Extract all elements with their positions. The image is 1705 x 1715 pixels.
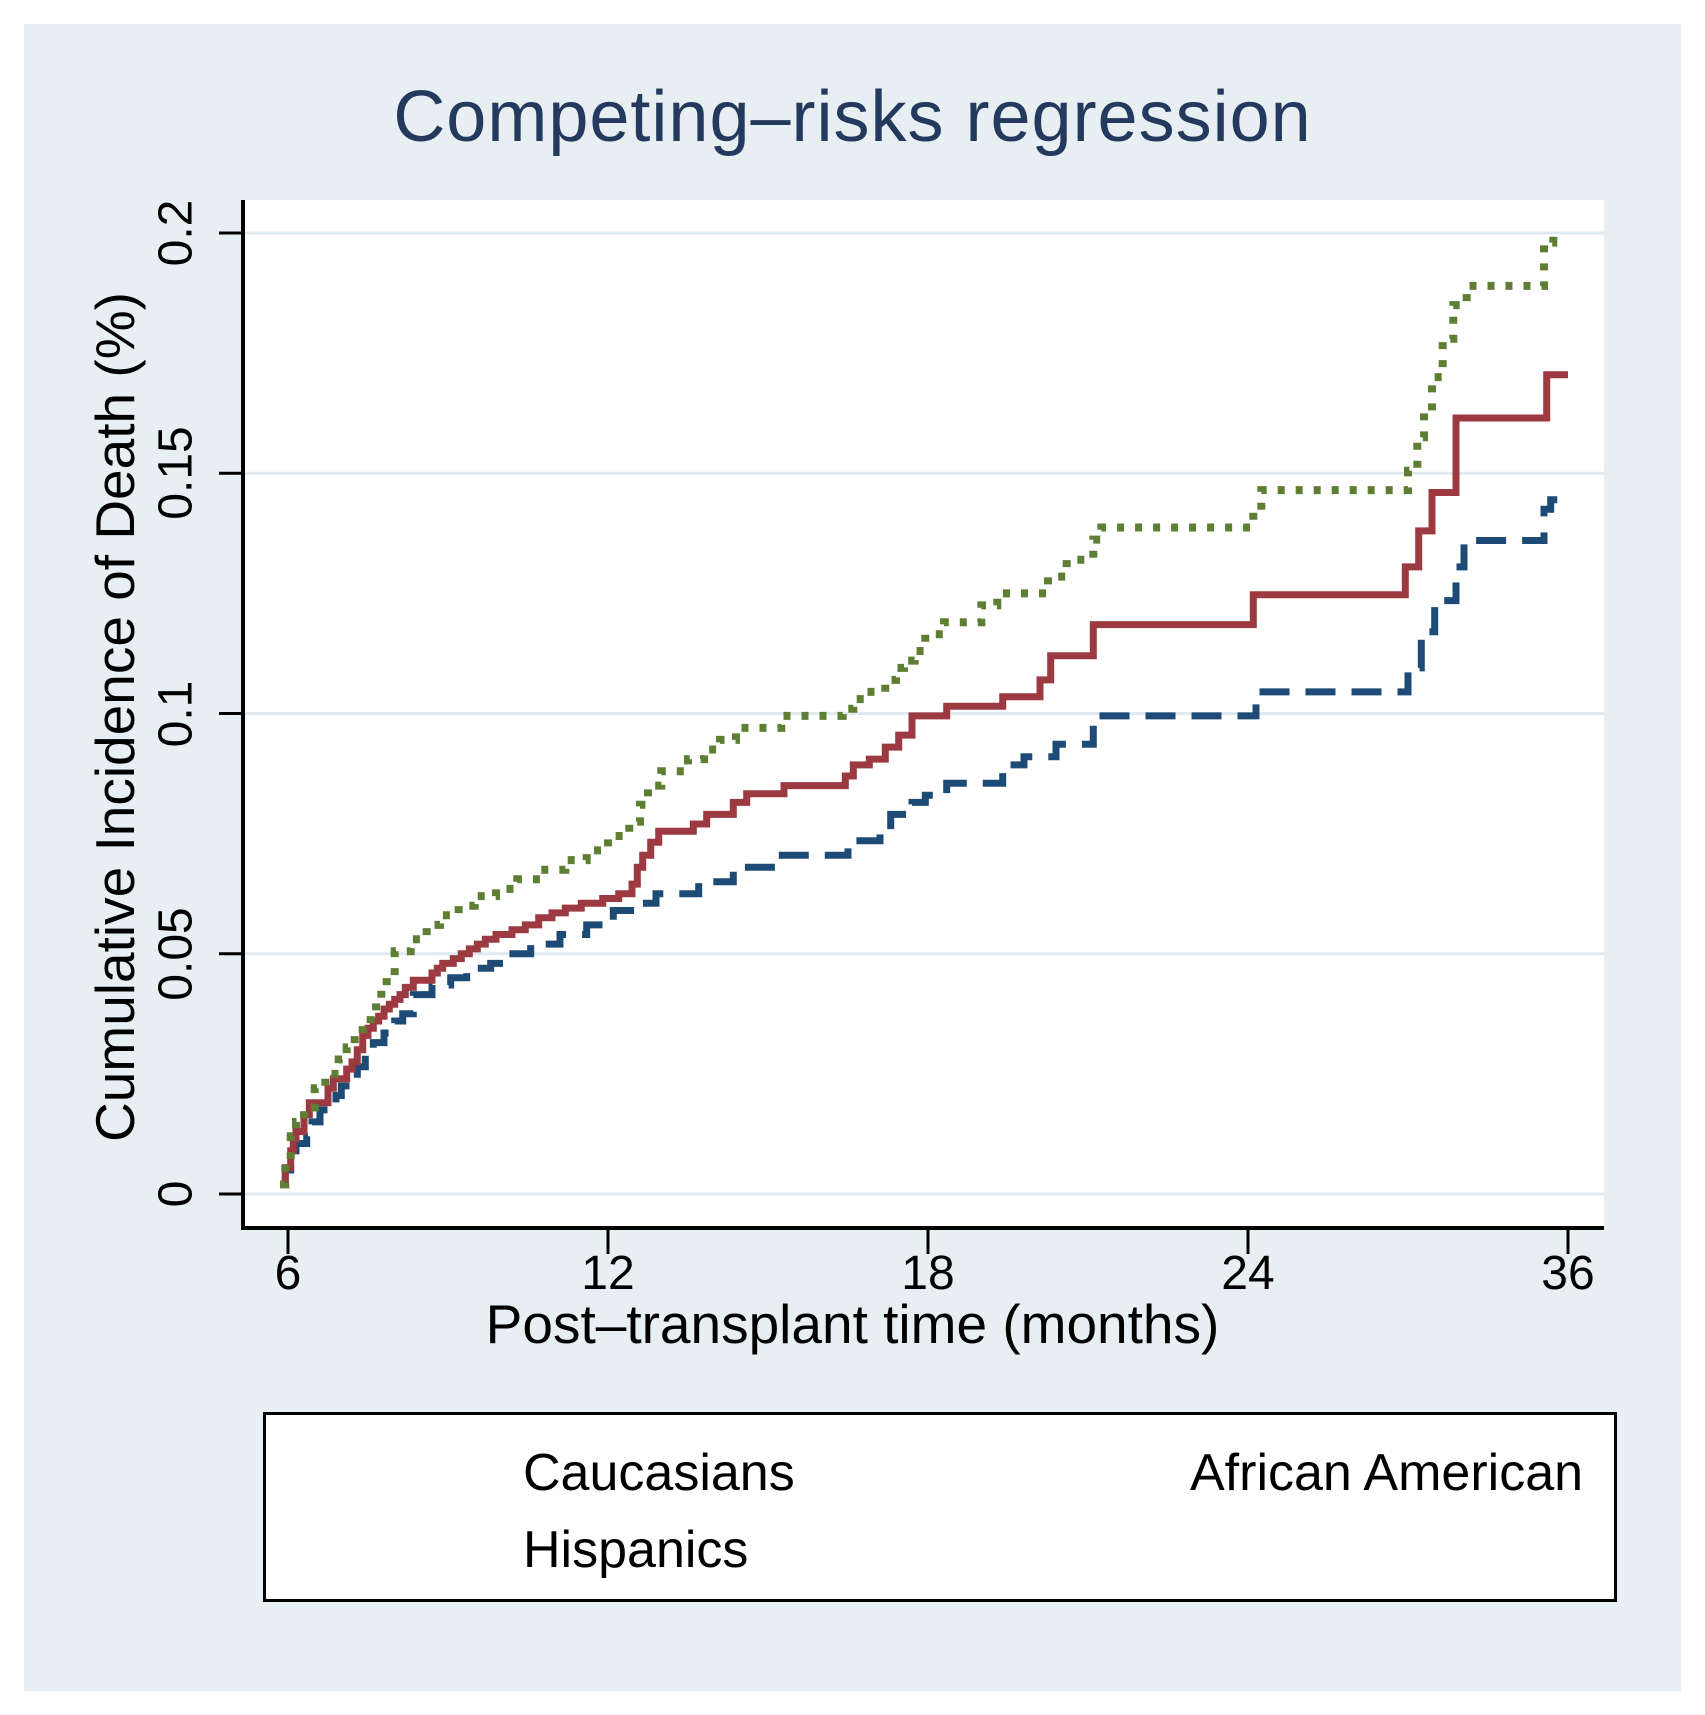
x-tick-label-6: 6 — [274, 1247, 302, 1300]
y-tick-label-0.2: 0.2 — [149, 199, 203, 267]
y-axis-title: Cumulative Incidence of Death (%) — [84, 292, 146, 1142]
y-tick-label-0: 0 — [149, 1180, 203, 1208]
legend-label-caucasians: Caucasians — [523, 1444, 795, 1502]
y-tick-label-0.15: 0.15 — [149, 426, 203, 520]
legend-box — [263, 1412, 1617, 1602]
legend-label-hispanics: Hispanics — [523, 1521, 749, 1579]
x-tick-label-12: 12 — [581, 1247, 635, 1300]
x-tick-label-24: 24 — [1221, 1247, 1275, 1300]
x-tick-label-18: 18 — [901, 1247, 955, 1300]
chart-title: Competing–risks regression — [393, 77, 1312, 157]
series-line-caucasians — [280, 496, 1568, 1188]
x-tick-label-36: 36 — [1541, 1247, 1595, 1300]
y-tick-label-0.1: 0.1 — [149, 680, 203, 747]
x-axis-title: Post–transplant time (months) — [485, 1293, 1220, 1355]
legend-label-african-american: African American — [1190, 1444, 1584, 1502]
series-line-african-american — [280, 371, 1568, 1188]
y-tick-label-0.05: 0.05 — [149, 907, 203, 1001]
